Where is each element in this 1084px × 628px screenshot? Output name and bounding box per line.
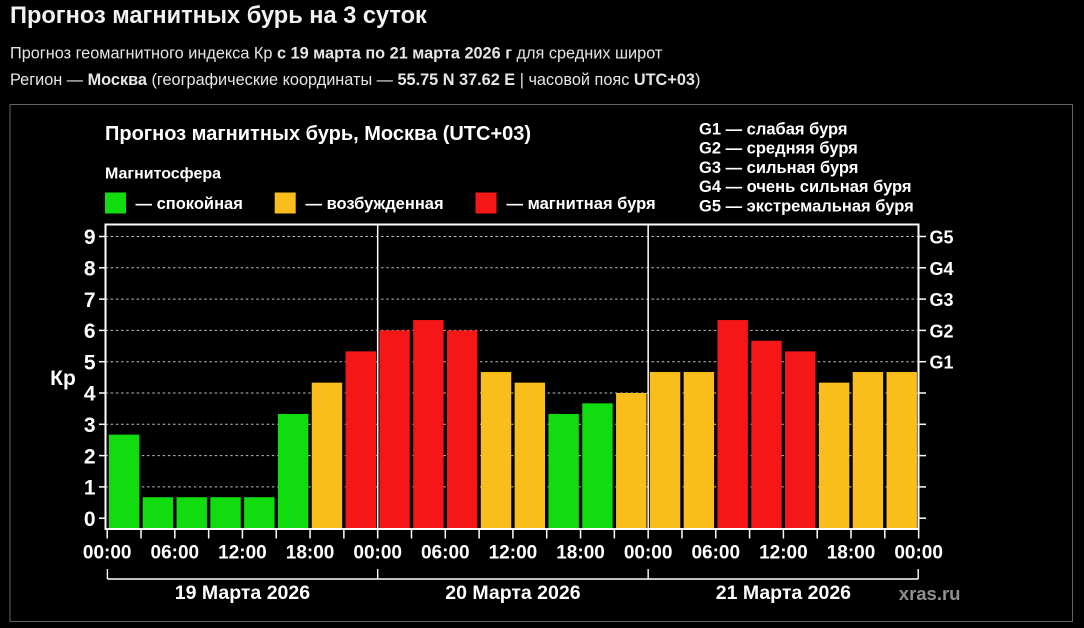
svg-text:G2 — средняя буря: G2 — средняя буря (699, 140, 858, 158)
svg-text:06:00: 06:00 (691, 543, 740, 564)
svg-text:Регион — Москва (географически: Регион — Москва (географические координа… (10, 71, 700, 89)
svg-text:G5 — экстремальная буря: G5 — экстремальная буря (699, 197, 914, 215)
svg-text:G1: G1 (930, 353, 954, 373)
svg-text:4: 4 (84, 383, 96, 406)
svg-text:18:00: 18:00 (556, 543, 605, 564)
svg-text:00:00: 00:00 (353, 543, 402, 564)
svg-text:00:00: 00:00 (624, 543, 673, 564)
svg-text:G1 — слабая буря: G1 — слабая буря (699, 121, 848, 139)
svg-text:8: 8 (84, 258, 96, 281)
svg-text:Прогноз магнитных бурь на 3 су: Прогноз магнитных бурь на 3 суток (10, 3, 427, 29)
svg-text:18:00: 18:00 (827, 543, 876, 564)
svg-text:— спокойная: — спокойная (136, 195, 243, 213)
svg-text:1: 1 (84, 477, 96, 500)
svg-text:0: 0 (84, 508, 96, 531)
svg-text:12:00: 12:00 (218, 543, 267, 564)
svg-text:G2: G2 (930, 321, 954, 341)
svg-text:18:00: 18:00 (286, 543, 335, 564)
svg-text:G3: G3 (930, 290, 954, 310)
svg-text:3: 3 (84, 414, 96, 437)
svg-text:— возбужденная: — возбужденная (306, 195, 444, 213)
svg-text:Магнитосфера: Магнитосфера (105, 166, 221, 183)
svg-text:Кр: Кр (50, 367, 76, 390)
svg-text:21 Марта 2026: 21 Марта 2026 (716, 582, 851, 604)
svg-text:Прогноз магнитных бурь, Москва: Прогноз магнитных бурь, Москва (UTC+03) (105, 123, 531, 145)
svg-text:12:00: 12:00 (759, 543, 808, 564)
svg-text:9: 9 (84, 226, 96, 249)
svg-text:00:00: 00:00 (894, 543, 943, 564)
svg-text:G4 — очень сильная буря: G4 — очень сильная буря (699, 178, 912, 196)
svg-text:7: 7 (84, 289, 96, 312)
svg-text:G5: G5 (930, 228, 954, 248)
svg-text:6: 6 (84, 320, 96, 343)
svg-text:20 Марта 2026: 20 Марта 2026 (445, 582, 580, 604)
svg-text:— магнитная буря: — магнитная буря (507, 195, 656, 213)
svg-text:G4: G4 (930, 259, 954, 279)
svg-text:xras.ru: xras.ru (899, 583, 961, 604)
svg-text:2: 2 (84, 445, 96, 468)
svg-text:06:00: 06:00 (151, 543, 200, 564)
svg-text:G3 — сильная буря: G3 — сильная буря (699, 159, 858, 177)
svg-text:06:00: 06:00 (421, 543, 470, 564)
svg-text:00:00: 00:00 (83, 543, 132, 564)
svg-text:19 Марта 2026: 19 Марта 2026 (175, 582, 310, 604)
svg-text:5: 5 (84, 351, 96, 374)
svg-text:12:00: 12:00 (489, 543, 538, 564)
svg-text:Прогноз геомагнитного индекса: Прогноз геомагнитного индекса Кр с 19 ма… (10, 45, 663, 63)
